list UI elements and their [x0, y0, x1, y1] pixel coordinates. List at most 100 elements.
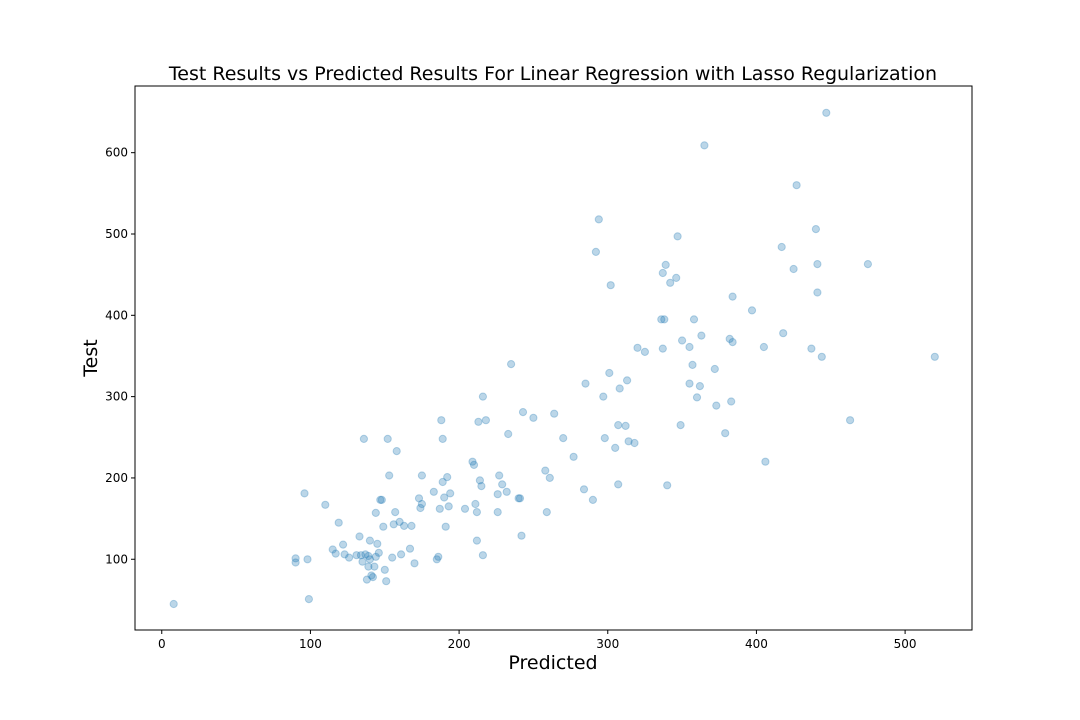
data-point-4: [303, 555, 312, 564]
y-axis-label: Test: [80, 339, 102, 377]
data-point-120: [672, 273, 681, 282]
data-point-83: [514, 494, 523, 503]
data-point-130: [697, 331, 706, 340]
x-tick-label-0: 0: [158, 637, 166, 651]
data-point-44: [400, 521, 409, 531]
data-point-85: [517, 531, 526, 540]
x-tick-label-300: 300: [596, 637, 619, 651]
data-point-51: [417, 499, 426, 509]
data-point-52: [429, 487, 438, 496]
data-points: [169, 108, 939, 609]
y-tick-label-300: 300: [105, 390, 128, 404]
data-point-95: [581, 379, 590, 388]
data-point-87: [529, 413, 538, 422]
y-tick-label-500: 500: [105, 227, 128, 241]
data-point-20: [364, 562, 373, 571]
data-point-81: [504, 429, 513, 439]
x-axis-ticks: 0 100 200 300 400 500: [158, 630, 917, 651]
chart-title: Test Results vs Predicted Results For Li…: [168, 63, 937, 85]
data-point-49: [416, 503, 425, 513]
data-point-30: [374, 548, 383, 557]
data-point-121: [673, 232, 682, 241]
data-point-147: [811, 225, 821, 234]
data-point-90: [545, 473, 554, 482]
data-point-11: [340, 550, 349, 559]
data-point-107: [621, 421, 630, 430]
data-point-102: [606, 281, 615, 290]
data-point-142: [777, 242, 786, 252]
data-point-55: [435, 504, 444, 513]
data-point-22: [365, 536, 374, 545]
data-point-46: [407, 521, 416, 531]
data-point-37: [385, 471, 394, 480]
data-point-0: [169, 599, 178, 609]
data-point-2: [291, 558, 300, 567]
data-point-131: [700, 141, 709, 150]
data-point-73: [478, 551, 487, 560]
data-point-62: [444, 502, 453, 511]
data-point-94: [579, 485, 589, 494]
data-point-82: [507, 360, 516, 369]
data-point-88: [541, 466, 550, 475]
data-point-25: [368, 573, 377, 582]
data-point-124: [685, 379, 694, 388]
data-point-80: [502, 487, 511, 496]
data-point-122: [676, 421, 685, 430]
data-point-128: [692, 393, 702, 402]
data-point-145: [792, 181, 801, 190]
data-point-104: [614, 480, 623, 489]
data-point-13: [352, 551, 361, 560]
data-point-50: [417, 471, 426, 480]
data-point-134: [721, 429, 730, 438]
data-point-108: [623, 376, 632, 385]
data-point-69: [472, 507, 481, 517]
data-point-133: [712, 401, 721, 410]
data-point-21: [364, 551, 373, 561]
data-point-45: [405, 544, 415, 553]
data-point-84: [515, 494, 525, 503]
data-point-74: [478, 392, 487, 401]
data-point-58: [438, 477, 447, 487]
data-point-72: [477, 482, 486, 491]
data-point-23: [365, 555, 374, 564]
data-point-66: [469, 460, 479, 469]
data-point-136: [727, 397, 736, 406]
data-point-92: [559, 434, 568, 443]
y-tick-label-100: 100: [105, 552, 128, 566]
data-point-144: [789, 264, 798, 274]
data-point-89: [542, 507, 551, 517]
data-point-43: [397, 550, 406, 559]
y-tick-label-400: 400: [105, 308, 128, 322]
data-point-17: [359, 434, 368, 443]
data-point-151: [822, 108, 831, 117]
data-point-127: [689, 315, 699, 324]
data-point-47: [410, 559, 419, 568]
data-point-149: [813, 288, 822, 297]
data-point-34: [380, 565, 389, 574]
data-point-8: [331, 549, 340, 558]
data-point-91: [550, 409, 559, 418]
data-point-6: [321, 500, 330, 509]
data-point-103: [611, 443, 620, 452]
data-point-56: [437, 416, 446, 425]
data-point-61: [443, 473, 452, 482]
data-point-117: [661, 260, 670, 269]
data-point-39: [389, 520, 398, 529]
data-point-68: [472, 536, 481, 545]
data-point-137: [728, 292, 737, 301]
data-point-42: [395, 517, 404, 527]
y-tick-label-200: 200: [105, 471, 128, 485]
data-point-57: [438, 434, 447, 443]
data-point-150: [817, 352, 826, 361]
data-point-26: [370, 562, 379, 571]
data-point-38: [388, 553, 397, 562]
x-tick-label-200: 200: [448, 637, 471, 651]
data-point-75: [481, 416, 490, 425]
data-point-40: [391, 507, 400, 517]
data-point-129: [695, 382, 705, 391]
data-point-126: [688, 360, 697, 369]
data-point-48: [414, 494, 424, 503]
data-point-9: [334, 518, 343, 527]
data-point-152: [846, 416, 855, 425]
